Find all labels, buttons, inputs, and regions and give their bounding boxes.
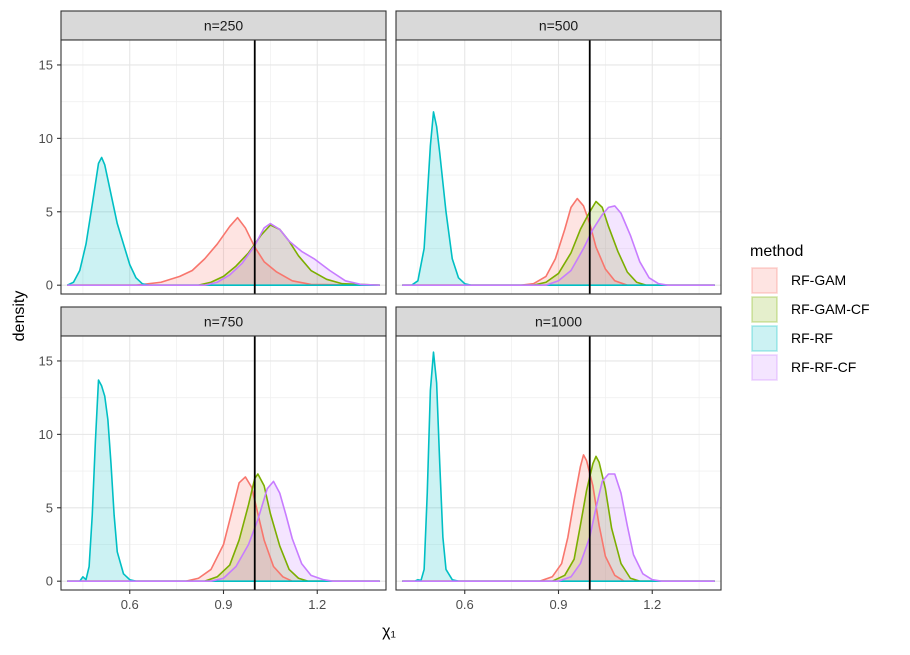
x-tick-label: 0.6 [121,597,139,612]
density-line-rf-gam-cf [67,473,380,582]
facet-panel-1: n=250 [60,10,387,295]
density-line-rf-rf-cf [402,205,715,286]
y-axis-layer: 0 5 10 15 0 5 10 15 [39,57,61,589]
density-area-rf-gam [67,476,380,582]
legend-items: RF-GAM RF-GAM-CF RF-RF RF-RF-CF [751,267,870,381]
legend-label: RF-GAM-CF [791,301,870,317]
x-tick-label: 0.9 [214,597,232,612]
legend-key [751,325,778,352]
legend: method RF-GAM RF-GAM-CF RF-RF RF-RF-CF [750,243,870,381]
y-tick-label: 10 [39,427,53,442]
facet-strip-label: n=250 [204,18,244,34]
legend-key-background [751,267,778,294]
y-tick-label: 0 [46,278,53,293]
density-area-rf-gam-cf [67,224,380,286]
density-line-rf-rf [402,111,715,286]
density-area-rf-gam [67,217,380,286]
y-tick-label: 15 [39,353,53,368]
density-area-rf-gam [402,198,715,286]
facet-panel-2: n=500 [395,10,722,295]
density-line-rf-gam [402,197,715,286]
facet-strip [60,306,387,337]
legend-key-background [751,296,778,323]
density-area-rf-rf-cf [67,223,380,286]
density-line-rf-gam-cf [402,455,715,582]
x-tick-label: 0.9 [549,597,567,612]
legend-label: RF-RF-CF [791,359,856,375]
panel-border [395,39,722,295]
x-axis-title: χ₁ [382,623,396,640]
facet-strip [395,306,722,337]
y-tick-label: 10 [39,131,53,146]
facet-panel-3: n=750 [60,306,387,591]
legend-label: RF-GAM [791,272,846,288]
y-tick-label: 0 [46,574,53,589]
legend-item-rf-rf: RF-RF [751,325,833,352]
legend-key [751,267,778,294]
density-line-rf-rf-cf [67,222,380,286]
density-area-rf-rf-cf [402,205,715,286]
facet-strip-label: n=500 [539,18,579,34]
density-line-rf-gam [67,216,380,286]
x-axis-layer: 0.6 0.9 1.2 0.6 0.9 1.2 [121,590,661,612]
legend-item-rf-gam: RF-GAM [751,267,846,294]
density-line-rf-rf-cf [402,473,715,582]
density-area-rf-rf [402,352,715,582]
density-line-rf-rf-cf [67,480,380,582]
legend-key [751,354,778,381]
density-line-rf-gam-cf [67,224,380,286]
panel-border [60,39,387,295]
facet-strip [395,10,722,41]
facet-strip [60,10,387,41]
density-area-rf-rf [67,380,380,582]
density-line-rf-rf [66,156,380,286]
density-area-rf-rf [67,157,380,286]
legend-item-rf-rf-cf: RF-RF-CF [751,354,856,381]
density-area-rf-rf [402,111,715,286]
x-tick-label: 1.2 [643,597,661,612]
legend-key-background [751,325,778,352]
density-line-rf-gam [67,476,380,582]
facet-panel-4: n=1000 [395,306,722,591]
y-tick-label: 5 [46,500,53,515]
legend-title: method [750,243,803,260]
y-axis-title: density [11,291,28,342]
density-line-rf-rf [67,379,380,582]
density-line-rf-gam [402,454,715,582]
x-tick-label: 1.2 [308,597,326,612]
y-tick-label: 15 [39,57,53,72]
density-line-rf-gam-cf [402,200,715,286]
legend-key [751,296,778,323]
y-tick-label: 5 [46,204,53,219]
legend-label: RF-RF [791,330,833,346]
density-line-rf-rf [402,351,715,582]
legend-item-rf-gam-cf: RF-GAM-CF [751,296,870,323]
facet-strip-label: n=750 [204,314,244,330]
facet-strip-label: n=1000 [535,314,582,330]
facets-layer: n=250 n=500 n=750 n=1000 [60,10,722,591]
x-tick-label: 0.6 [456,597,474,612]
legend-key-background [751,354,778,381]
